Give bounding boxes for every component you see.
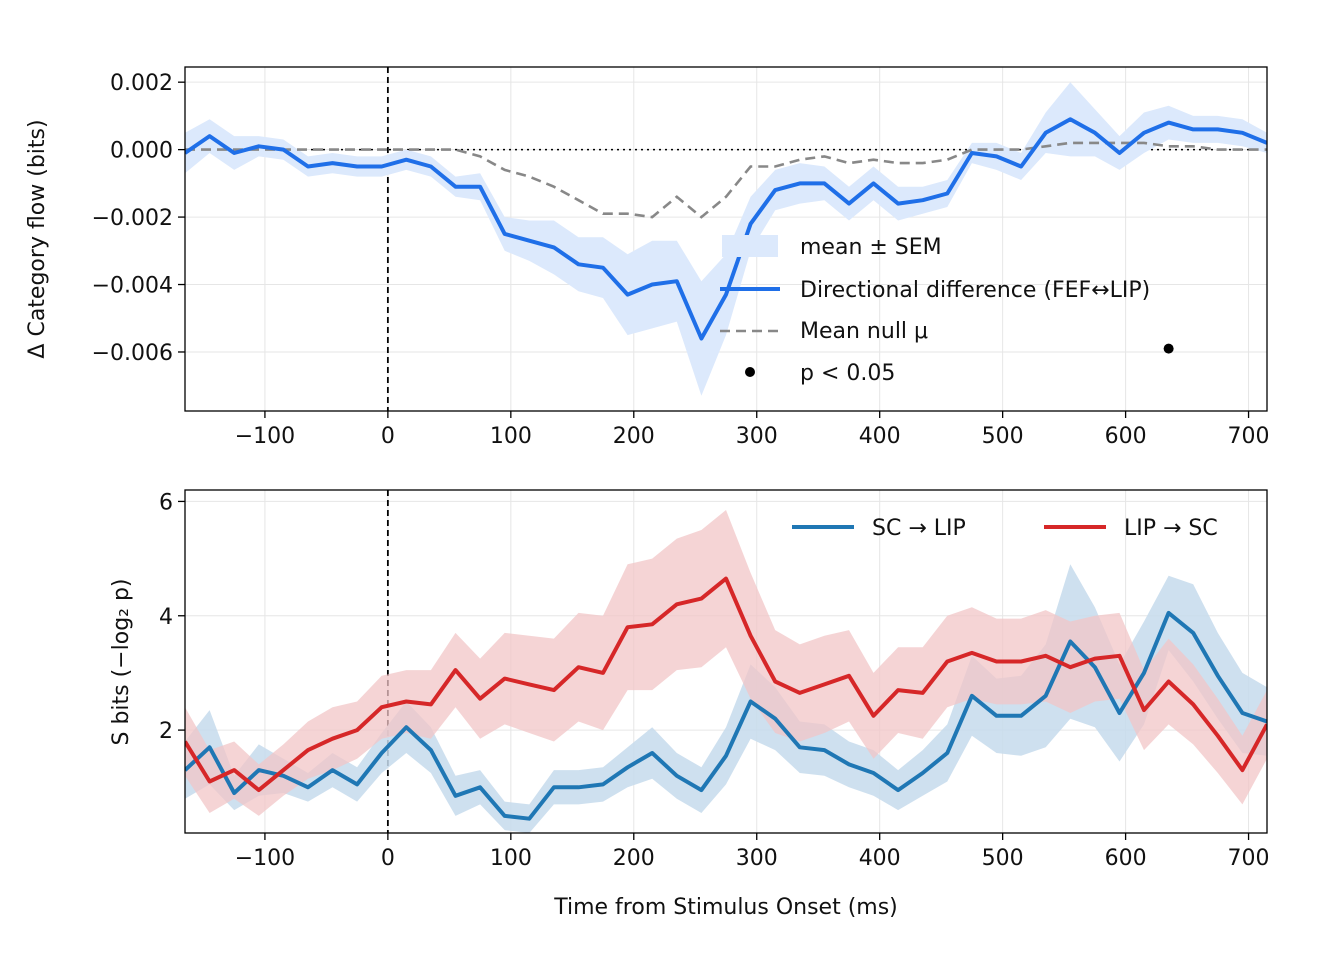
null-mean-line [185,141,1267,219]
x-tick-label: 0 [381,424,395,449]
x-tick-label: 100 [490,846,532,871]
directional-difference-line [185,117,1267,341]
top-axes-frame [184,66,1268,412]
x-tick-label: 700 [1228,846,1270,871]
y-tick-label: 6 [159,490,173,515]
legend-sem-swatch [722,235,778,257]
y-tick-label: 2 [159,719,173,744]
bottom-x-axis-label: Time from Stimulus Onset (ms) [553,895,898,920]
x-tick-label: 500 [982,424,1024,449]
top-plot-area [185,82,1267,396]
x-tick-label: 600 [1105,846,1147,871]
legend-sem-label: mean ± SEM [800,235,942,260]
x-tick-label: 300 [736,846,778,871]
bottom-plot-area [185,510,1267,833]
legend-sig-label: p < 0.05 [800,361,895,386]
legend-sig-marker [745,367,755,377]
y-tick-label: 0.000 [110,139,173,164]
lip-to-sc-line [185,576,1267,793]
series-group [185,82,1267,396]
x-tick-label: −100 [235,424,295,449]
y-tick-label: 0.002 [110,71,173,96]
significance-marker [1163,343,1174,354]
x-tick-label: 300 [736,424,778,449]
y-tick-label: −0.002 [92,206,173,231]
series-group [185,510,1267,833]
legend-null-label: Mean null μ [800,319,928,344]
legend-diff-label: Directional difference (FEF↔LIP) [800,278,1150,303]
bottom-x-ticks: −100 0 100 200 300 400 500 600 700 [235,833,1270,871]
top-legend: mean ± SEM Directional difference (FEF↔L… [720,235,1150,386]
top-y-axis-label: Δ Category flow (bits) [25,119,50,358]
legend-sc-lip-label: SC → LIP [872,516,966,541]
y-tick-label: −0.004 [92,274,173,299]
top-y-ticks: −0.006 −0.004 −0.002 0.000 0.002 [92,71,185,366]
x-tick-label: 200 [613,424,655,449]
y-tick-label: −0.006 [92,341,173,366]
bottom-panel: −100 0 100 200 300 400 500 600 700 2 4 6 S bits (−… [109,489,1270,920]
bottom-y-ticks: 2 4 6 [159,490,185,744]
x-tick-label: −100 [235,846,295,871]
legend-lip-sc-label: LIP → SC [1124,516,1218,541]
x-tick-label: 400 [859,424,901,449]
x-tick-label: 100 [490,424,532,449]
x-tick-label: 200 [613,846,655,871]
bottom-y-axis-label: S bits (−log₂ p) [109,578,134,745]
x-tick-label: 600 [1105,424,1147,449]
x-tick-label: 500 [982,846,1024,871]
top-panel: −100 0 100 200 300 400 500 600 700 −0.006−0.004−… [25,66,1270,449]
sc-to-lip-line [185,610,1267,821]
x-tick-label: 400 [859,846,901,871]
diff-sem-band [185,82,1267,396]
lip-sc-sem-band [185,510,1267,816]
top-x-ticks: −100 0 100 200 300 400 500 600 700 [235,411,1270,449]
bottom-axes-frame [184,489,1268,834]
x-tick-label: 0 [381,846,395,871]
x-tick-label: 700 [1228,424,1270,449]
bottom-legend: SC → LIP LIP → SC [792,516,1218,541]
y-tick-label: 4 [159,605,173,630]
